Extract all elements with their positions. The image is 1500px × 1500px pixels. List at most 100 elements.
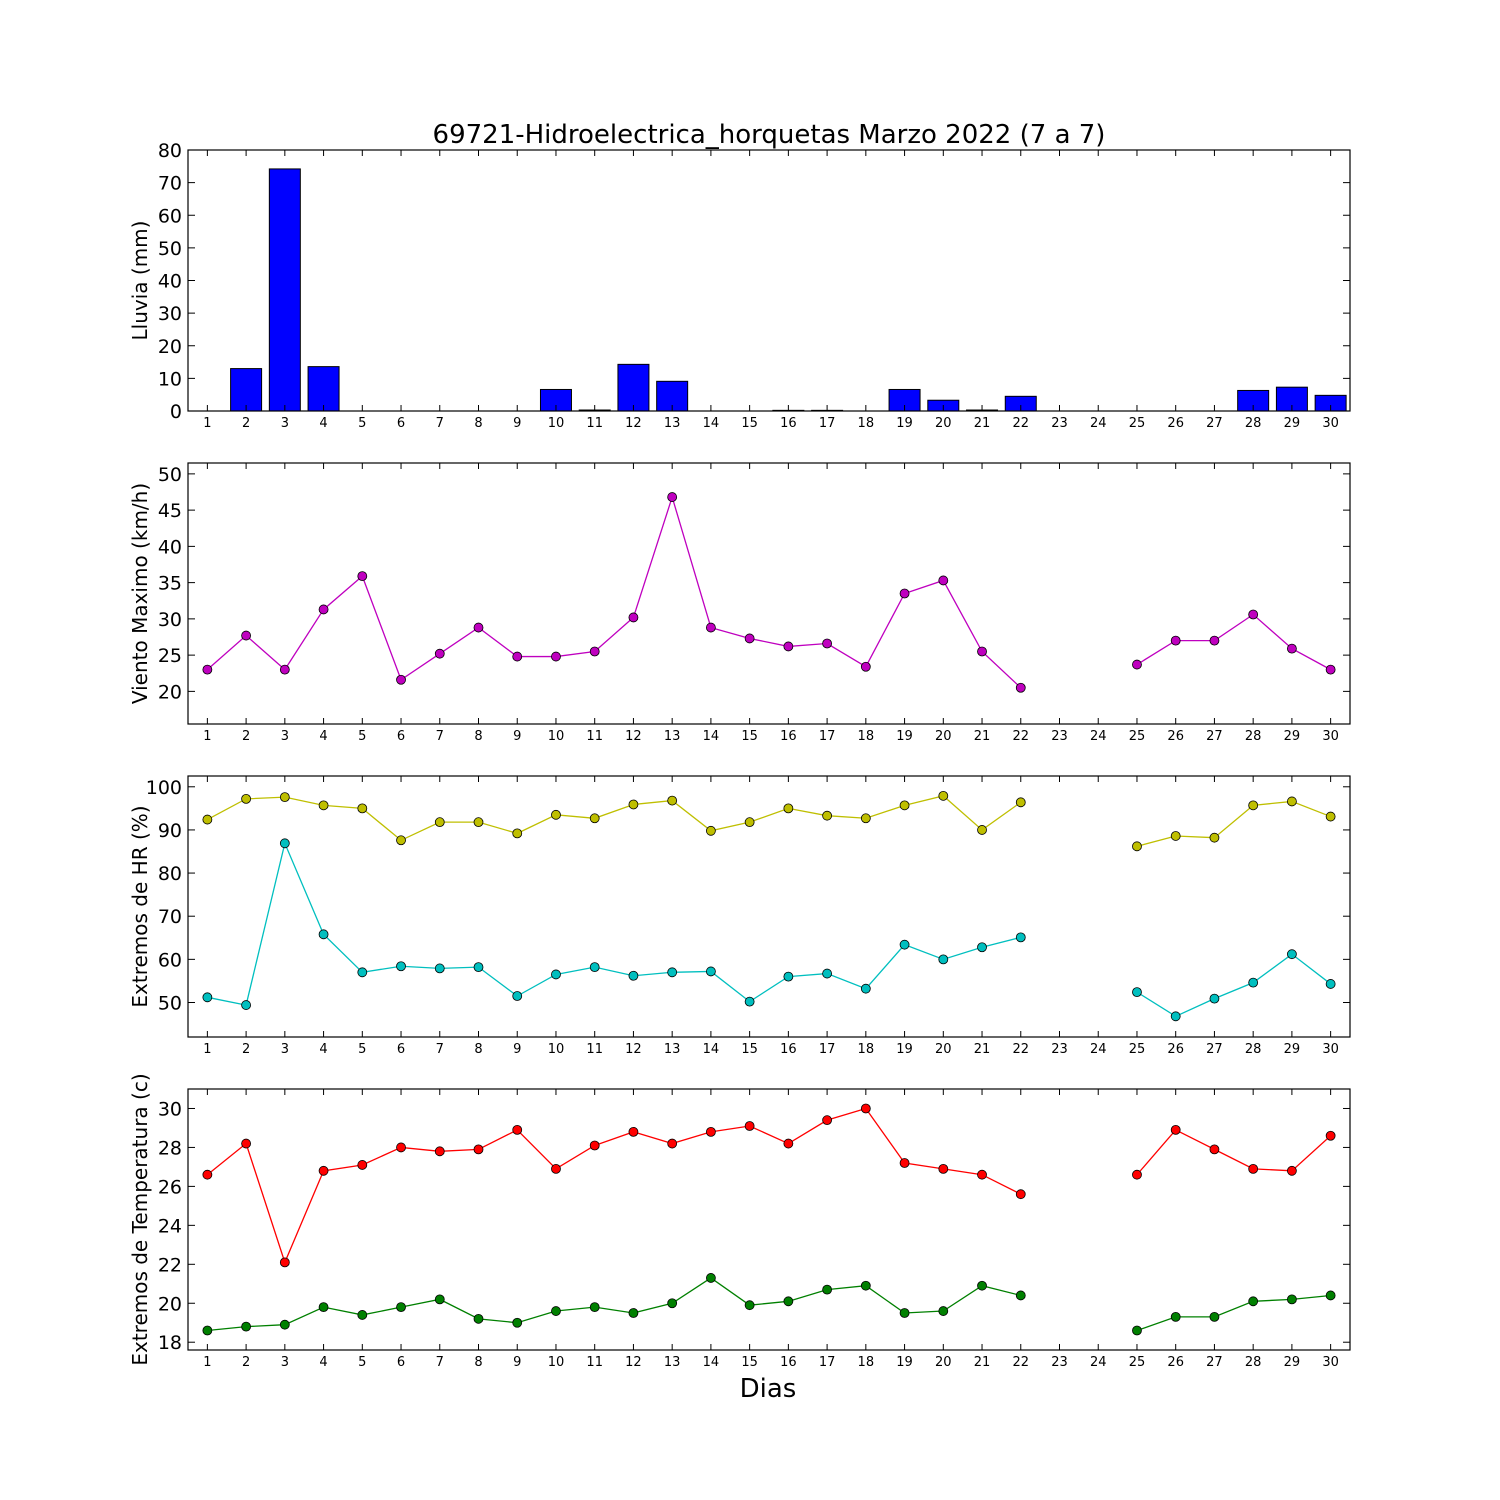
series-1-point-day-2 xyxy=(241,793,252,804)
x-tick-label: 24 xyxy=(1090,729,1107,744)
x-tick-label: 18 xyxy=(858,416,875,431)
series-2-point-day-30 xyxy=(1325,979,1336,989)
series-1-point-day-3 xyxy=(279,664,290,675)
x-tick-label: 25 xyxy=(1129,729,1146,744)
series-1-point-day-7 xyxy=(434,1146,445,1157)
x-tick-label: 4 xyxy=(319,416,327,431)
x-tick-label: 28 xyxy=(1245,1355,1262,1370)
series-2-point-day-11 xyxy=(589,962,600,973)
x-tick-label: 9 xyxy=(513,729,521,744)
x-tick-label: 6 xyxy=(397,416,405,431)
series-1-point-day-10 xyxy=(551,1163,561,1174)
series-1-point-day-15 xyxy=(744,817,755,828)
x-tick-label: 30 xyxy=(1322,1355,1339,1370)
bar-day-4 xyxy=(307,366,340,412)
x-tick-label: 8 xyxy=(474,729,482,744)
x-tick-label: 22 xyxy=(1012,416,1029,431)
x-tick-label: 11 xyxy=(586,416,603,431)
series-2-point-day-30 xyxy=(1325,1290,1336,1301)
series-1-point-day-30 xyxy=(1325,664,1336,675)
series-2-line-1 xyxy=(207,841,1021,1006)
y-tick-label: 90 xyxy=(158,820,182,842)
x-tick-label: 8 xyxy=(474,1042,482,1057)
x-tick-label: 21 xyxy=(974,1042,991,1057)
y-tick-label: 60 xyxy=(158,205,182,227)
series-2-point-day-26 xyxy=(1170,1311,1181,1322)
x-tick-label: 28 xyxy=(1245,729,1262,744)
x-tick-label: 10 xyxy=(548,729,565,744)
x-tick-label: 21 xyxy=(974,1355,991,1370)
x-axis-label: Dias xyxy=(740,1374,797,1404)
y-tick-label: 18 xyxy=(158,1332,182,1354)
x-tick-label: 18 xyxy=(858,1042,875,1057)
series-2-point-day-20 xyxy=(938,1306,949,1316)
series-1-point-day-13 xyxy=(667,492,678,502)
x-tick-label: 5 xyxy=(358,729,366,744)
series-1-point-day-16 xyxy=(783,1138,794,1149)
series-1-point-day-2 xyxy=(241,1138,252,1149)
x-tick-label: 27 xyxy=(1206,1355,1223,1370)
x-tick-label: 16 xyxy=(780,1042,797,1057)
series-1-point-day-6 xyxy=(396,1142,406,1153)
plot-frame xyxy=(187,462,1351,725)
x-tick-label: 22 xyxy=(1012,729,1029,744)
series-1-point-day-19 xyxy=(899,1158,910,1168)
x-tick-label: 7 xyxy=(436,1042,444,1057)
series-2-point-day-13 xyxy=(667,967,678,978)
series-1-point-day-9 xyxy=(512,1125,523,1135)
series-1-point-day-16 xyxy=(783,641,794,652)
x-tick-label: 2 xyxy=(242,416,250,431)
x-tick-label: 30 xyxy=(1322,1042,1339,1057)
series-1-point-day-13 xyxy=(667,1138,678,1149)
series-1-point-day-6 xyxy=(396,835,406,846)
series-1-point-day-13 xyxy=(667,795,678,806)
x-tick-label: 19 xyxy=(896,1355,913,1370)
y-axis-label: Extremos de HR (%) xyxy=(128,805,152,1007)
series-2-point-day-25 xyxy=(1132,1325,1142,1336)
x-tick-label: 12 xyxy=(625,1355,642,1370)
series-1-point-day-5 xyxy=(357,1160,368,1170)
series-1-point-day-15 xyxy=(744,633,755,644)
series-1-point-day-10 xyxy=(551,809,561,820)
x-tick-label: 1 xyxy=(203,1042,211,1057)
y-tick-label: 50 xyxy=(158,238,182,260)
x-tick-label: 20 xyxy=(935,416,952,431)
x-tick-label: 23 xyxy=(1051,416,1068,431)
x-tick-label: 7 xyxy=(436,729,444,744)
x-tick-label: 14 xyxy=(703,729,720,744)
series-1-point-day-1 xyxy=(202,814,213,825)
series-2-point-day-10 xyxy=(551,969,561,980)
series-2-point-day-2 xyxy=(241,1321,252,1332)
series-1-point-day-29 xyxy=(1287,1165,1297,1176)
x-tick-label: 27 xyxy=(1206,1042,1223,1057)
series-1-point-day-12 xyxy=(628,612,639,623)
series-1-point-day-3 xyxy=(279,792,290,803)
x-tick-label: 13 xyxy=(664,416,681,431)
x-tick-label: 13 xyxy=(664,1355,681,1370)
series-2-point-day-4 xyxy=(318,1302,329,1313)
series-2-point-day-11 xyxy=(589,1302,600,1313)
x-tick-label: 15 xyxy=(741,729,758,744)
x-tick-label: 12 xyxy=(625,729,642,744)
x-tick-label: 24 xyxy=(1090,1355,1107,1370)
y-tick-label: 40 xyxy=(158,536,182,558)
x-tick-label: 27 xyxy=(1206,416,1223,431)
x-tick-label: 26 xyxy=(1167,1042,1184,1057)
bar-day-3 xyxy=(268,168,301,412)
x-tick-label: 23 xyxy=(1051,729,1068,744)
series-2-point-day-9 xyxy=(512,1317,523,1328)
x-tick-label: 20 xyxy=(935,1355,952,1370)
x-tick-label: 22 xyxy=(1012,1042,1029,1057)
series-1-point-day-19 xyxy=(899,588,910,599)
series-2-point-day-7 xyxy=(434,1294,445,1305)
x-tick-label: 20 xyxy=(935,729,952,744)
series-1-point-day-5 xyxy=(357,571,368,581)
x-tick-label: 26 xyxy=(1167,729,1184,744)
x-tick-label: 1 xyxy=(203,729,211,744)
series-1-point-day-25 xyxy=(1132,1169,1142,1180)
series-1-point-day-17 xyxy=(822,638,832,649)
x-tick-label: 23 xyxy=(1051,1042,1068,1057)
